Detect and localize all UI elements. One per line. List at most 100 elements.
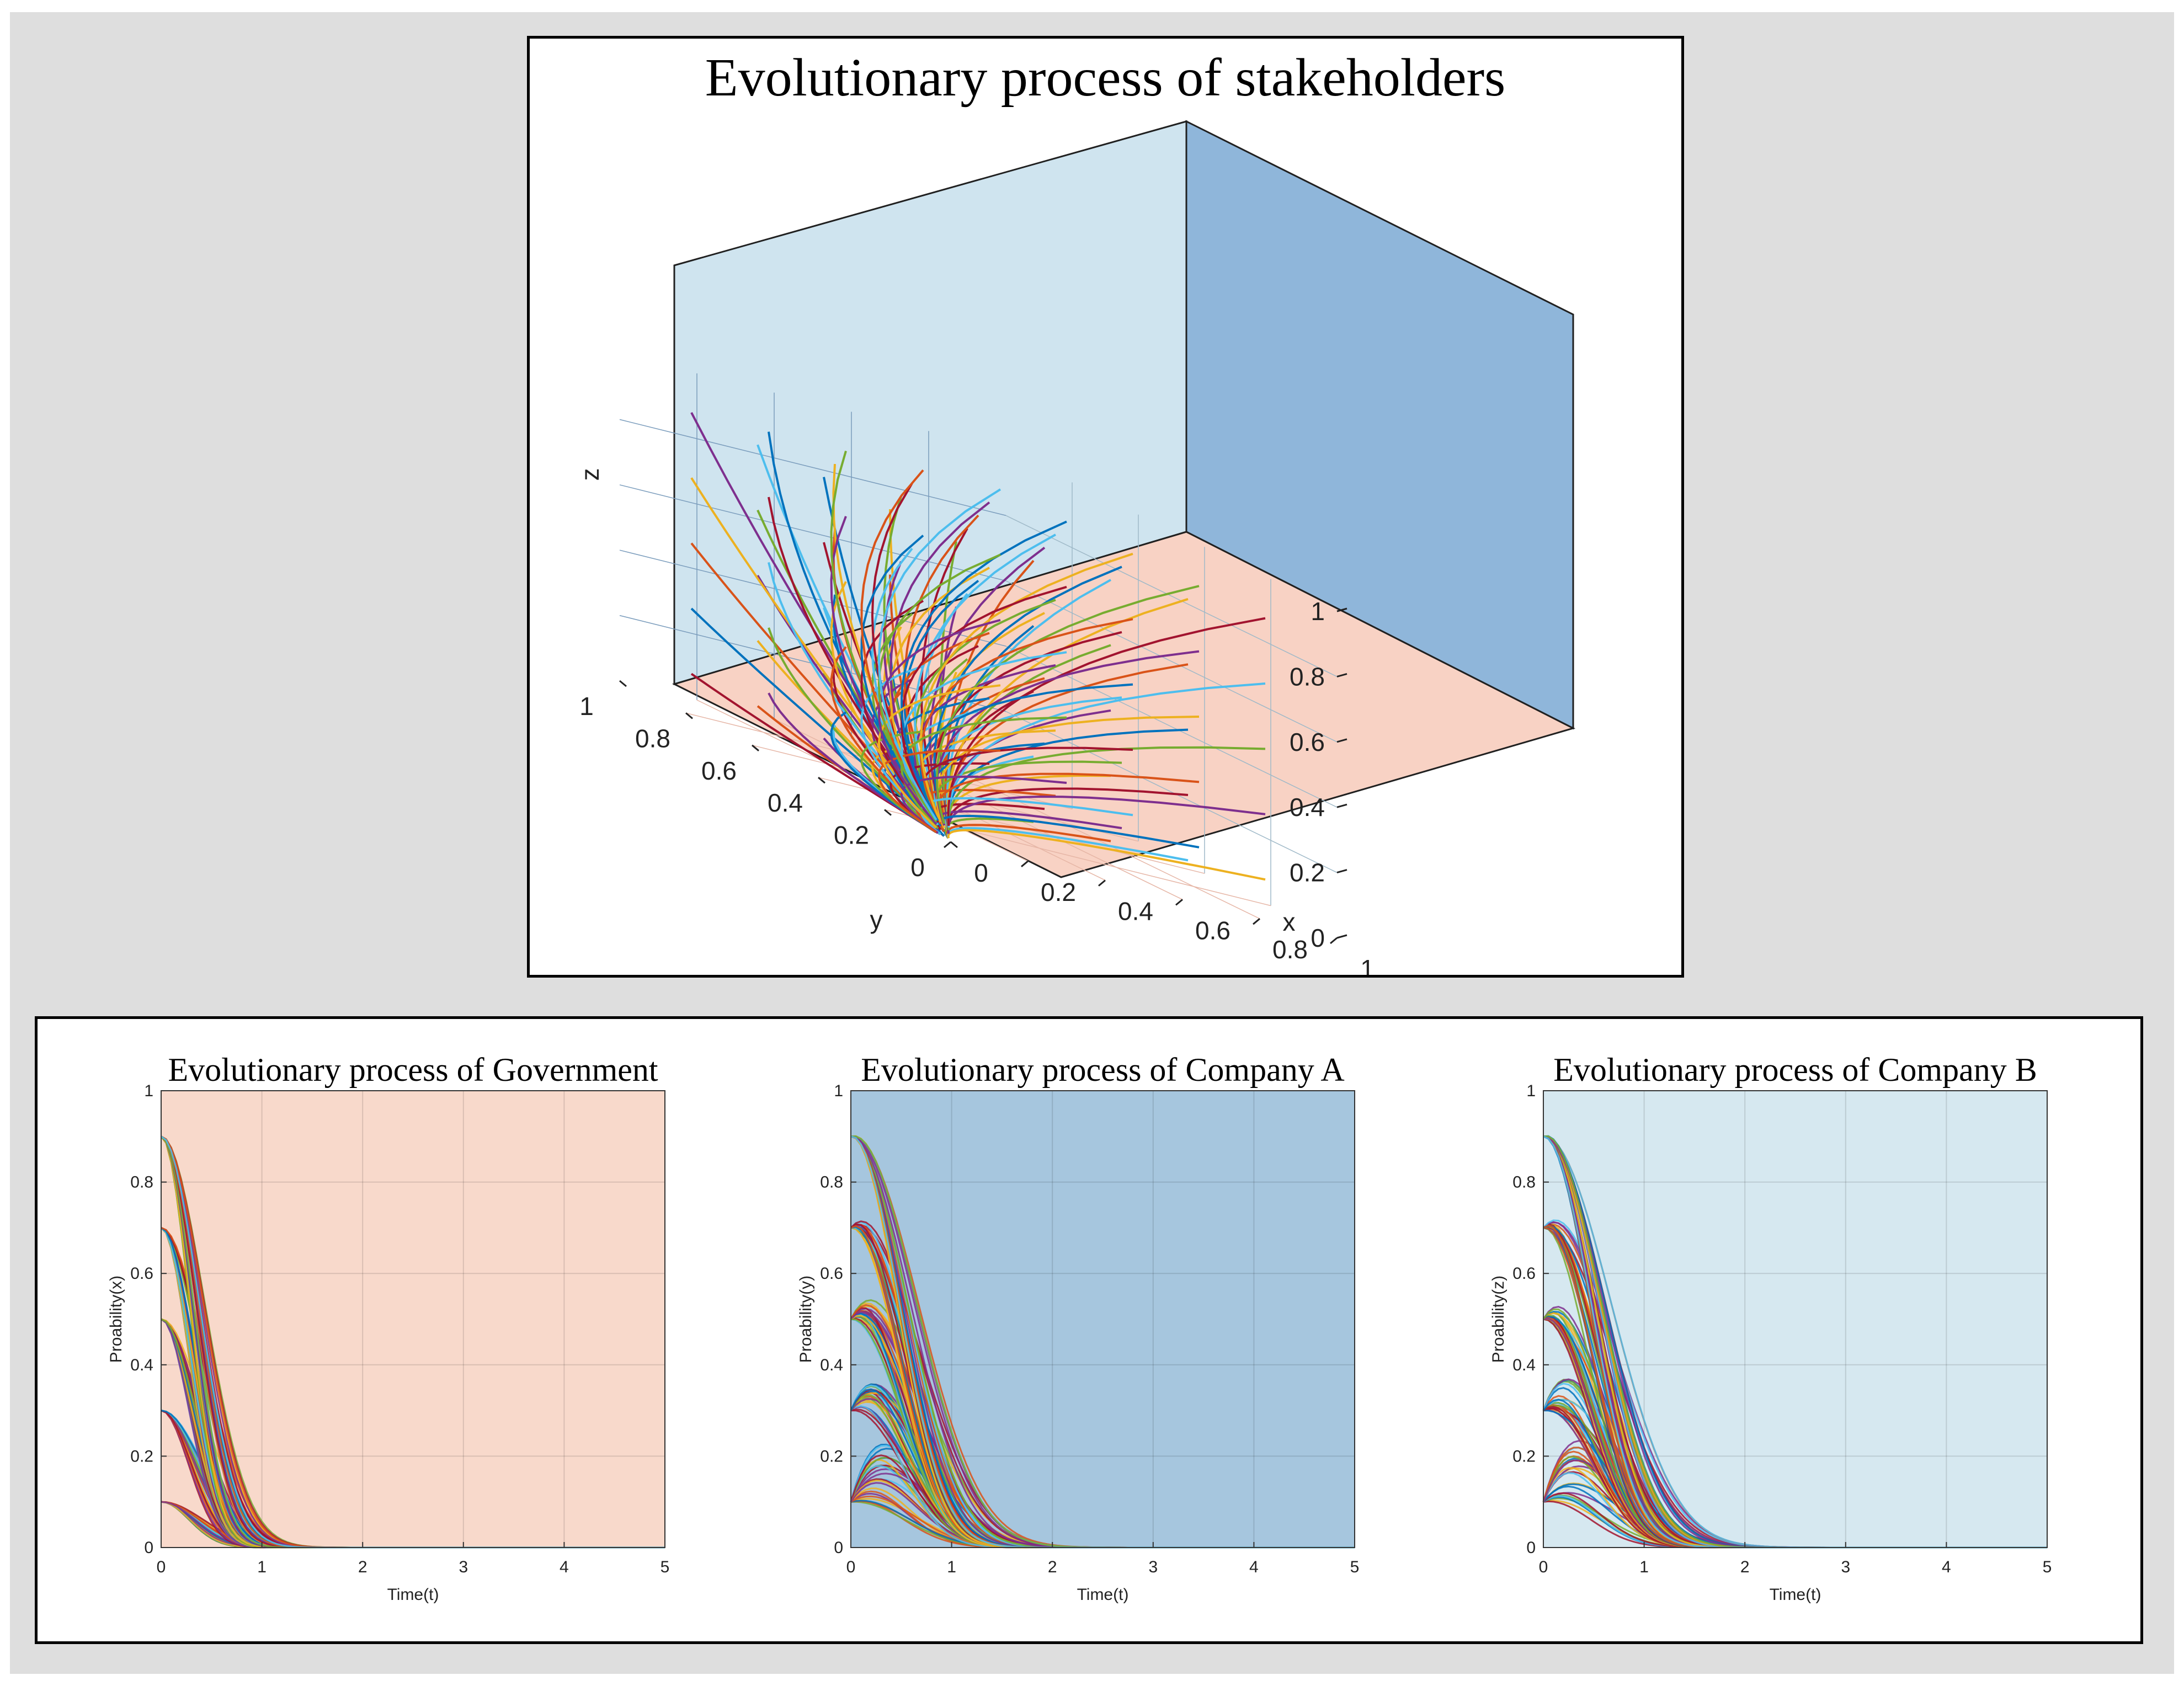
x-tick-label: 3 xyxy=(1148,1558,1158,1576)
x-axis-label: Time(t) xyxy=(387,1586,439,1604)
z-tick xyxy=(1336,673,1347,677)
x-tick-label: 1 xyxy=(1639,1558,1649,1576)
y-axis-label: Proability(z) xyxy=(1489,1276,1508,1363)
grid-line-floor xyxy=(696,700,1029,862)
x-tick-label: 2 xyxy=(1048,1558,1057,1576)
y-tick xyxy=(685,712,693,719)
y-tick-label: 1 xyxy=(579,692,594,721)
x-axis-label: Time(t) xyxy=(1770,1586,1821,1604)
subplots-panel: Evolutionary process of Government 0 1 2 3 4 5… xyxy=(35,1016,2143,1644)
x-tick-label: 0.8 xyxy=(1272,935,1308,964)
y-axis-label: Proability(x) xyxy=(107,1276,125,1363)
x-tick-label: 5 xyxy=(660,1558,670,1576)
z-tick xyxy=(1336,607,1347,612)
z-tick-label: 0.6 xyxy=(1290,728,1325,756)
grid-line-left-wall xyxy=(1005,580,1338,743)
z-tick xyxy=(1336,803,1347,808)
x-tick xyxy=(944,841,951,849)
y-tick-label: 0.4 xyxy=(130,1356,153,1374)
trajectory-3d xyxy=(900,716,1067,830)
z-tick-label: 0.4 xyxy=(1290,793,1325,821)
y-tick-label: 0 xyxy=(910,853,925,882)
plot-area xyxy=(161,1091,665,1548)
y-tick-label: 0.4 xyxy=(1512,1356,1536,1374)
trajectory-3d xyxy=(877,553,1001,823)
grid-line-left-wall xyxy=(1005,515,1338,677)
z-tick xyxy=(1336,934,1347,939)
grid-line-left-wall xyxy=(1005,711,1338,873)
x-tick-label: 2 xyxy=(1740,1558,1750,1576)
y-tick-label: 0.6 xyxy=(820,1264,843,1283)
x-tick-label: 0 xyxy=(1539,1558,1548,1576)
x-tick-label: 4 xyxy=(1249,1558,1259,1576)
y-axis-label: y xyxy=(870,905,883,934)
x-tick-label: 0.2 xyxy=(1041,878,1076,906)
y-tick xyxy=(818,777,825,784)
y-tick-label: 0.4 xyxy=(768,788,803,817)
chart-3d-panel: Evolutionary process of stakeholders 0 0.… xyxy=(527,36,1684,978)
x-tick-label: 0 xyxy=(974,858,988,887)
x-tick xyxy=(1175,899,1183,906)
grid-line-right-wall xyxy=(619,419,1006,516)
x-tick-label: 0 xyxy=(157,1558,166,1576)
trajectory-3d xyxy=(877,488,1002,821)
x-axis-label: Time(t) xyxy=(1077,1586,1129,1604)
trajectory-3d xyxy=(877,749,1001,833)
z-tick-label: 0.8 xyxy=(1290,662,1325,691)
x-tick-label: 5 xyxy=(2043,1558,2052,1576)
y-tick-label: 0.8 xyxy=(635,724,670,753)
x-tick-label: 5 xyxy=(1350,1558,1360,1576)
subplots-svg: Evolutionary process of Government 0 1 2 3 4 5… xyxy=(107,1052,2052,1604)
y-tick xyxy=(752,744,759,751)
z-axis-label: z xyxy=(576,468,604,481)
axes-box xyxy=(1543,1090,2048,1548)
y-tick-label: 0.2 xyxy=(1512,1447,1536,1465)
x-tick xyxy=(1330,937,1338,945)
y-tick-label: 1 xyxy=(834,1082,843,1100)
x-tick xyxy=(1253,918,1260,925)
y-tick-label: 0.4 xyxy=(820,1356,843,1374)
government-plot: Evolutionary process of Government 0 1 2 3 4 5… xyxy=(107,1052,669,1604)
y-tick xyxy=(950,841,958,849)
subplot-title: Evolutionary process of Company B xyxy=(1553,1052,2037,1088)
y-axis-label: Proability(y) xyxy=(797,1276,815,1363)
axes-3d: 0 0.2 0.4 0.6 0.8 1 0 0.2 0.4 0.6 0.8 1 0 0.2 0.4 0.6 0.… xyxy=(579,597,1375,975)
subplot-title: Evolutionary process of Company A xyxy=(861,1052,1345,1088)
y-tick-label: 0.8 xyxy=(820,1173,843,1192)
z-tick-label: 0 xyxy=(1311,924,1325,952)
grid-line-left-wall xyxy=(1005,645,1338,808)
x-tick xyxy=(1021,860,1029,867)
x-tick-label: 2 xyxy=(358,1558,367,1576)
x-tick-label: 0.4 xyxy=(1118,897,1153,926)
x-tick-label: 4 xyxy=(560,1558,569,1576)
subplot-title: Evolutionary process of Government xyxy=(168,1052,658,1088)
x-tick-label: 4 xyxy=(1942,1558,1951,1576)
y-tick-label: 0.2 xyxy=(834,821,869,850)
company-b-plot: Evolutionary process of Company B 0 1 2 3 4 5 0… xyxy=(1489,1052,2052,1604)
x-tick-label: 3 xyxy=(1841,1558,1850,1576)
y-tick-label: 0 xyxy=(834,1539,843,1557)
z-tick xyxy=(1336,869,1347,874)
y-tick xyxy=(619,680,627,687)
y-tick-label: 0.8 xyxy=(130,1173,153,1192)
x-axis-label: x xyxy=(1283,908,1296,936)
y-tick-label: 0 xyxy=(1526,1539,1536,1557)
trajectory-3d xyxy=(947,617,1266,826)
trajectory-3d xyxy=(877,618,1001,825)
trajectory-3d xyxy=(900,520,1067,821)
grid-line-right-wall xyxy=(619,484,1006,581)
x-tick-label: 3 xyxy=(459,1558,468,1576)
axes-box xyxy=(850,1090,1355,1548)
x-tick-label: 1 xyxy=(257,1558,267,1576)
company-a-plot: Evolutionary process of Company A 0 1 2 3 4 5 0… xyxy=(797,1052,1359,1604)
y-tick-label: 0.6 xyxy=(701,756,737,785)
y-tick-label: 1 xyxy=(1526,1082,1536,1100)
y-tick-label: 0.6 xyxy=(130,1264,153,1283)
y-tick-label: 0.2 xyxy=(820,1447,843,1465)
chart-3d-svg: Evolutionary process of stakeholders 00.… xyxy=(576,48,1576,975)
y-tick-label: 1 xyxy=(144,1082,153,1100)
x-tick-label: 0.6 xyxy=(1195,916,1231,945)
z-tick-label: 1 xyxy=(1311,597,1325,626)
x-tick-label: 1 xyxy=(947,1558,956,1576)
x-tick-label: 1 xyxy=(1360,954,1375,975)
